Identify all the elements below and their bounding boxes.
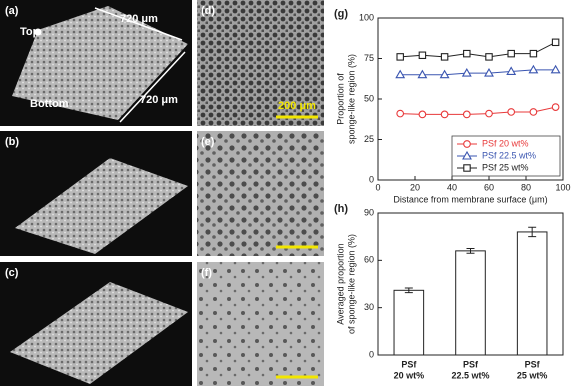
marker bbox=[463, 49, 471, 58]
marker bbox=[528, 64, 539, 74]
panel-label: (d) bbox=[201, 5, 215, 17]
annotation: 720 μm bbox=[120, 13, 158, 25]
legend-label: PSf 25 wt% bbox=[482, 162, 529, 172]
marker bbox=[462, 110, 471, 119]
panel-label: (b) bbox=[5, 136, 19, 148]
panel-label: (e) bbox=[201, 136, 215, 148]
x-tick-label: PSf bbox=[463, 359, 479, 369]
marker bbox=[506, 66, 517, 76]
legend-marker bbox=[463, 164, 471, 172]
panel-label: (a) bbox=[5, 5, 19, 17]
x-tick-label: 25 wt% bbox=[517, 370, 548, 380]
membrane-3d bbox=[15, 158, 188, 254]
annotation: Bottom bbox=[30, 98, 69, 110]
panel-label: (h) bbox=[334, 203, 348, 215]
marker bbox=[484, 67, 494, 77]
marker bbox=[417, 69, 428, 79]
marker bbox=[507, 49, 515, 58]
y-axis-label: Averaged proportion bbox=[335, 243, 345, 324]
x-tick-label: 0 bbox=[375, 182, 380, 192]
x-tick-label: 80 bbox=[521, 182, 531, 192]
y-tick-label: 90 bbox=[364, 207, 374, 217]
legend-label: PSf 20 wt% bbox=[482, 138, 529, 148]
panel-label: (c) bbox=[5, 267, 19, 279]
marker bbox=[550, 64, 561, 74]
marker bbox=[551, 38, 560, 47]
panel-label: (f) bbox=[201, 267, 212, 279]
error-bar bbox=[466, 248, 475, 254]
y-tick-label: 0 bbox=[369, 349, 374, 359]
marker bbox=[418, 110, 427, 119]
x-tick-label: PSf bbox=[401, 359, 417, 369]
x-tick-label: 20 bbox=[410, 182, 420, 192]
marker bbox=[440, 110, 449, 119]
marker bbox=[395, 69, 406, 79]
y-axis-label: of sponge-like region (%) bbox=[346, 234, 356, 334]
y-tick-label: 75 bbox=[364, 53, 374, 63]
x-tick-label: 20 wt% bbox=[394, 370, 425, 380]
annotation: Top bbox=[20, 26, 40, 38]
image-panel bbox=[197, 0, 324, 126]
marker bbox=[529, 49, 538, 58]
bar bbox=[455, 250, 486, 356]
y-tick-label: 100 bbox=[359, 12, 374, 22]
bar bbox=[516, 231, 548, 356]
series-line bbox=[400, 69, 556, 76]
marker bbox=[440, 53, 449, 61]
x-tick-label: 100 bbox=[555, 182, 570, 192]
dot bbox=[34, 28, 42, 36]
membrane-3d bbox=[12, 6, 188, 120]
marker bbox=[485, 53, 493, 61]
error-bar bbox=[404, 287, 413, 294]
x-tick-label: 40 bbox=[447, 182, 457, 192]
legend-marker bbox=[463, 140, 471, 148]
membrane-3d bbox=[10, 282, 188, 384]
legend-label: PSf 22.5 wt% bbox=[482, 150, 536, 160]
arrow bbox=[119, 51, 186, 123]
x-tick-label: 60 bbox=[484, 182, 494, 192]
marker bbox=[551, 103, 560, 111]
marker bbox=[507, 108, 516, 116]
image-panel bbox=[197, 131, 324, 256]
marker bbox=[396, 109, 405, 118]
y-axis-label: Proportion of bbox=[335, 73, 345, 125]
y-tick-label: 30 bbox=[364, 302, 374, 312]
x-axis-label: Distance from membrane surface (μm) bbox=[393, 194, 547, 204]
y-tick-label: 60 bbox=[364, 255, 374, 265]
y-tick-label: 0 bbox=[369, 174, 374, 184]
marker bbox=[485, 109, 493, 118]
y-tick-label: 50 bbox=[364, 93, 374, 103]
legend-marker bbox=[462, 150, 472, 160]
image-panel bbox=[197, 262, 324, 386]
annotation: 200 μm bbox=[278, 100, 316, 112]
error-bar bbox=[528, 226, 537, 238]
annotation: 720 μm bbox=[140, 94, 178, 106]
arrow bbox=[94, 7, 183, 41]
marker bbox=[396, 53, 404, 61]
marker bbox=[418, 51, 427, 60]
bar bbox=[393, 289, 425, 356]
x-tick-label: PSf bbox=[525, 359, 541, 369]
marker bbox=[529, 108, 538, 116]
x-tick-label: 22.5 wt% bbox=[451, 370, 489, 380]
marker bbox=[439, 69, 450, 79]
y-tick-label: 25 bbox=[364, 134, 374, 144]
y-axis-label: sponge-like region (%) bbox=[346, 54, 356, 144]
panel-label: (g) bbox=[334, 8, 348, 20]
marker bbox=[461, 67, 472, 77]
